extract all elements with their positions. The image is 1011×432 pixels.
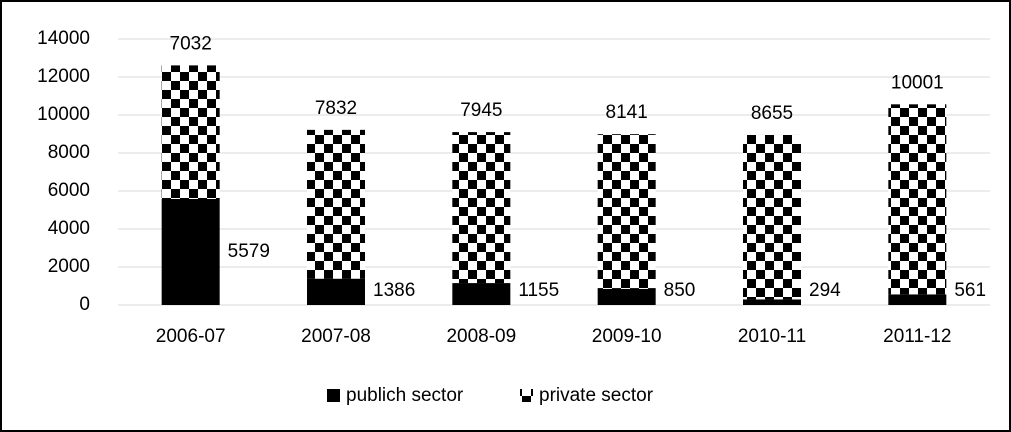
legend-swatch — [520, 389, 533, 402]
y-tick-label: 4000 — [48, 218, 90, 239]
x-tick-label: 2010-11 — [738, 326, 806, 347]
y-tick-label: 2000 — [48, 256, 90, 277]
data-label: 7945 — [460, 100, 502, 121]
y-tick-label: 12000 — [37, 66, 90, 87]
y-tick-label: 10000 — [37, 104, 90, 125]
bar-segment — [888, 294, 947, 305]
bar-segment — [307, 278, 365, 305]
data-label: 5579 — [228, 241, 270, 262]
x-tick-label: 2011-12 — [883, 326, 951, 347]
x-tick-label: 2009-10 — [592, 326, 662, 347]
y-tick-label: 14000 — [37, 28, 90, 49]
data-label: 10001 — [891, 72, 944, 93]
bar-segment — [452, 283, 511, 305]
bar-segment — [597, 288, 656, 305]
data-label: 1155 — [518, 280, 559, 301]
data-label: 7832 — [315, 98, 357, 119]
x-tick-label: 2007-08 — [301, 326, 371, 347]
bar-segment — [888, 104, 947, 295]
x-tick-label: 2008-09 — [446, 326, 516, 347]
y-tick-label: 8000 — [48, 142, 90, 163]
data-label: 561 — [954, 280, 986, 301]
bar-segment — [161, 198, 220, 305]
bar-segment — [743, 299, 801, 305]
y-tick-label: 0 — [79, 294, 90, 315]
data-label: 294 — [809, 280, 841, 301]
bar-segment — [161, 65, 220, 199]
legend-label: publich sector — [346, 385, 464, 406]
bar-segment — [307, 129, 365, 279]
legend-swatch — [327, 389, 340, 402]
bar-segment — [743, 134, 801, 300]
legend-label: private sector — [539, 385, 654, 406]
y-tick-label: 6000 — [48, 180, 90, 201]
data-label: 8141 — [606, 102, 648, 123]
bar-segment — [597, 134, 656, 289]
x-tick-label: 2006-07 — [156, 326, 226, 347]
data-label: 8655 — [751, 103, 793, 124]
data-label: 7032 — [170, 33, 212, 54]
data-label: 1386 — [373, 280, 415, 301]
bar-segment — [452, 132, 511, 284]
data-label: 850 — [664, 280, 696, 301]
